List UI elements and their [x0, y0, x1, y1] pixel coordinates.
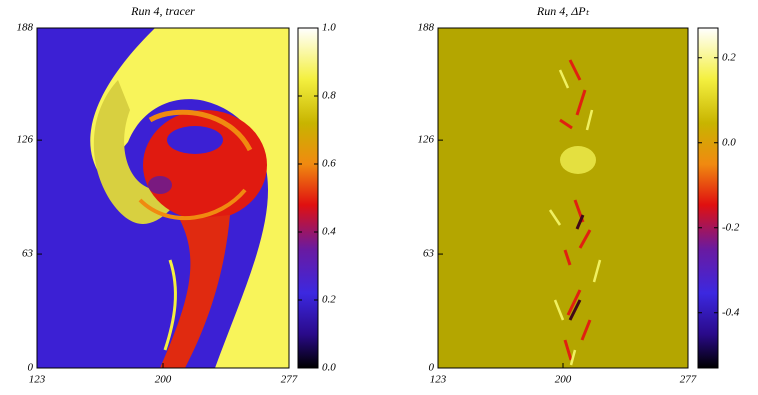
- colorbar-tick-label: 0.0: [322, 362, 336, 374]
- field-streak: [163, 259, 177, 351]
- field-region: [167, 126, 223, 154]
- chart-title: Run 4, tracer: [130, 4, 195, 18]
- y-tick-label: 0: [429, 362, 435, 374]
- y-tick-label: 63: [423, 248, 435, 260]
- colorbar-tick-label: 0.0: [722, 136, 736, 148]
- field-background: [438, 28, 688, 368]
- field-region: [143, 110, 267, 220]
- colorbar: [697, 27, 719, 369]
- y-tick-label: 188: [418, 22, 435, 34]
- colorbar-tick-label: 0.2: [722, 51, 736, 63]
- y-tick-label: 188: [17, 22, 34, 34]
- x-tick-label: 277: [680, 374, 697, 386]
- colorbar-tick-label: -0.2: [722, 221, 740, 233]
- field-region: [90, 28, 289, 368]
- field-region: [148, 176, 172, 194]
- field-region: [93, 80, 170, 224]
- field-streak: [138, 188, 247, 221]
- colorbar-tick-label: 0.8: [322, 90, 336, 102]
- field-streak: [568, 214, 585, 321]
- pressure-field: [438, 28, 688, 368]
- colorbar-tick-label: -0.4: [722, 306, 740, 318]
- x-tick-label: 200: [155, 374, 172, 386]
- colorbar: [297, 27, 319, 369]
- colorbar-tick-label: 1.0: [322, 22, 336, 34]
- colorbar-tick-label: 0.6: [322, 158, 336, 170]
- field-region: [160, 215, 230, 368]
- x-tick-label: 200: [555, 374, 572, 386]
- x-tick-label: 123: [430, 374, 447, 386]
- x-tick-label: 277: [281, 374, 298, 386]
- colorbar-tick-label: 0.2: [322, 294, 336, 306]
- field-streak: [548, 69, 602, 366]
- y-tick-label: 126: [17, 134, 34, 146]
- field-streak: [559, 59, 592, 361]
- colorbar-tick-label: 0.4: [322, 226, 336, 238]
- x-tick-label: 123: [29, 374, 46, 386]
- y-tick-label: 63: [22, 248, 34, 260]
- y-tick-label: 126: [418, 134, 435, 146]
- y-tick-label: 0: [28, 362, 34, 374]
- field-region: [560, 146, 596, 174]
- tracer-field: [37, 28, 289, 368]
- chart-title: Run 4, ΔPₜ: [536, 4, 590, 18]
- field-streak: [148, 109, 253, 152]
